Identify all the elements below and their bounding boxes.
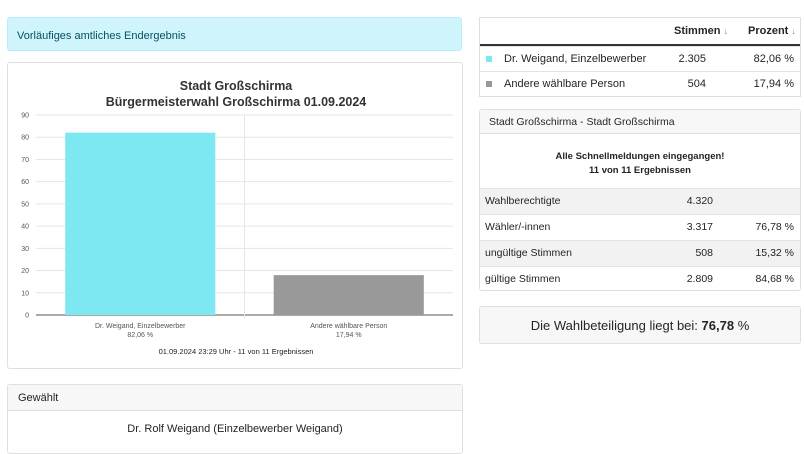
x-tick-percent-label: 17,94 % [336, 332, 362, 339]
chart-card: Stadt Großschirma Bürgermeisterwahl Großs… [7, 62, 463, 369]
chart-title: Stadt Großschirma [180, 79, 294, 93]
stat-value: 4.320 [686, 195, 713, 207]
candidate-name: Dr. Weigand, Einzelbewerber [504, 53, 647, 65]
results-table-header: Stimmen ↓ Prozent ↓ [480, 18, 800, 46]
turnout-value: 76,78 [701, 318, 735, 333]
statistics-card: Stadt Großschirma - Stadt Großschirma Al… [479, 109, 801, 291]
turnout-box: Die Wahlbeteiligung liegt bei: 76,78 % [479, 306, 801, 344]
stat-label: gültige Stimmen [485, 273, 561, 285]
y-tick-label: 50 [21, 201, 29, 208]
stat-label: Wähler/-innen [485, 221, 551, 233]
chart-footer: 01.09.2024 23:29 Uhr - 11 von 11 Ergebni… [159, 347, 314, 356]
y-tick-label: 30 [21, 246, 29, 253]
stat-percent: 84,68 % [755, 273, 794, 285]
table-row: Dr. Weigand, Einzelbewerber 2.305 82,06 … [480, 46, 800, 71]
y-tick-label: 60 [21, 179, 29, 186]
candidate-stimmen: 504 [687, 78, 706, 90]
candidate-stimmen: 2.305 [678, 53, 706, 65]
stat-value: 508 [695, 247, 713, 259]
gewaehlt-name: Dr. Rolf Weigand (Einzelbewerber Weigand… [127, 423, 343, 435]
stat-row-wahlberechtigte: Wahlberechtigte 4.320 [480, 188, 800, 214]
stat-value: 3.317 [686, 221, 713, 233]
candidate-prozent: 82,06 % [753, 53, 794, 65]
x-tick-label: Dr. Weigand, Einzelbewerber [95, 323, 186, 330]
column-header-stimmen[interactable]: Stimmen ↓ [674, 25, 728, 37]
y-tick-label: 20 [21, 268, 29, 275]
results-table: Stimmen ↓ Prozent ↓ Dr. Weigand, Einzelbew… [479, 17, 801, 97]
candidate-name: Andere wählbare Person [504, 78, 626, 90]
x-tick-percent-label: 82,06 % [127, 332, 153, 339]
y-tick-label: 90 [21, 113, 29, 120]
y-tick-label: 70 [21, 157, 29, 164]
stat-label: ungültige Stimmen [485, 247, 572, 259]
gewaehlt-card: Gewählt Dr. Rolf Weigand (Einzelbewerber… [7, 384, 463, 454]
chart-subtitle: Bürgermeisterwahl Großschirma 01.09.2024 [106, 95, 367, 109]
y-tick-label: 40 [21, 224, 29, 231]
candidate-prozent: 17,94 % [753, 78, 794, 90]
stat-row-gueltige: gültige Stimmen 2.809 84,68 % [480, 266, 800, 292]
status-alert: Vorläufiges amtliches Endergebnis [7, 17, 462, 51]
table-row: Andere wählbare Person 504 17,94 % [480, 71, 800, 96]
stat-row-waehler: Wähler/-innen 3.317 76,78 % [480, 214, 800, 240]
x-tick-label: Andere wählbare Person [310, 323, 387, 330]
stat-label: Wahlberechtigte [485, 195, 561, 207]
y-tick-label: 10 [21, 290, 29, 297]
statistics-header: Stadt Großschirma - Stadt Großschirma [480, 110, 800, 134]
schnellmeldung-message: Alle Schnellmeldungen eingegangen! 11 vo… [480, 134, 800, 188]
stat-value: 2.809 [686, 273, 713, 285]
turnout-unit: % [737, 318, 750, 333]
bar-1 [65, 132, 216, 315]
bar-2 [273, 275, 424, 315]
legend-swatch-icon [486, 81, 492, 87]
legend-swatch-icon [486, 56, 492, 62]
gewaehlt-header: Gewählt [8, 385, 462, 411]
turnout-prefix: Die Wahlbeteiligung liegt bei: [530, 318, 698, 333]
y-tick-label: 0 [25, 313, 29, 320]
stat-row-ungueltige: ungültige Stimmen 508 15,32 % [480, 240, 800, 266]
sort-arrow-icon: ↓ [791, 26, 796, 36]
message-line: 11 von 11 Ergebnissen [589, 165, 691, 176]
stat-percent: 76,78 % [755, 221, 794, 233]
y-tick-label: 80 [21, 135, 29, 142]
results-bar-chart: Stadt Großschirma Bürgermeisterwahl Großs… [21, 79, 453, 356]
column-header-prozent[interactable]: Prozent ↓ [748, 25, 796, 37]
message-line: Alle Schnellmeldungen eingegangen! [555, 151, 725, 162]
sort-arrow-icon: ↓ [723, 26, 728, 36]
status-alert-text: Vorläufiges amtliches Endergebnis [17, 30, 186, 42]
stat-percent: 15,32 % [755, 247, 794, 259]
